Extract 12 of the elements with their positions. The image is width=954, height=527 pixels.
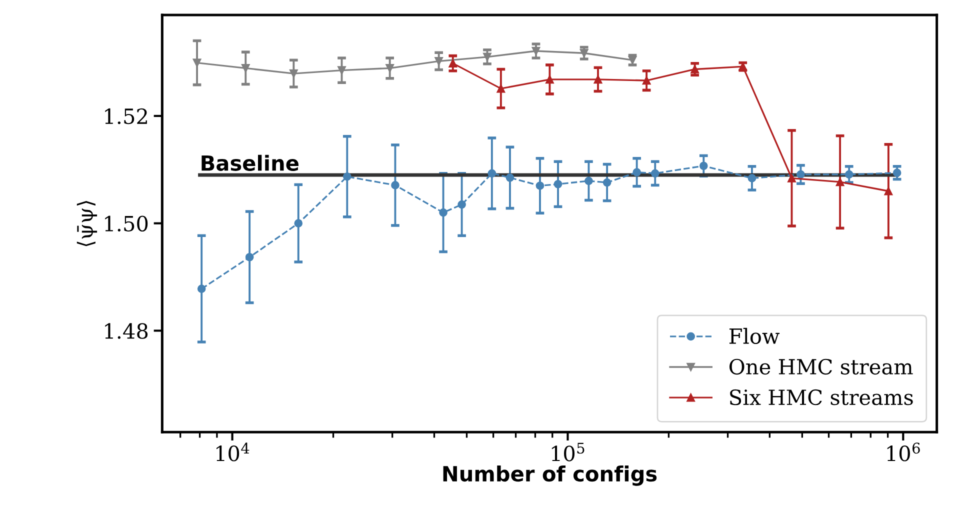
x-tick-label: 10$^{5}$ [552, 442, 584, 462]
legend-label: Six HMC streams [730, 389, 913, 406]
legend-label: One HMC stream [729, 358, 913, 375]
x-tick-label: 10$^{6}$ [887, 442, 920, 462]
x-axis-title: Number of configs [443, 465, 657, 486]
y-axis-title: ⟨ψ̄ψ⟩ [76, 200, 98, 246]
y-tick-label: 1.48 [105, 323, 148, 339]
x-tick-label: 10$^{4}$ [216, 442, 250, 462]
series-label: Baseline [202, 154, 298, 171]
y-tick-label: 1.52 [105, 108, 147, 124]
y-tick-label: 1.50 [105, 216, 148, 232]
legend-label: Flow [729, 328, 780, 344]
